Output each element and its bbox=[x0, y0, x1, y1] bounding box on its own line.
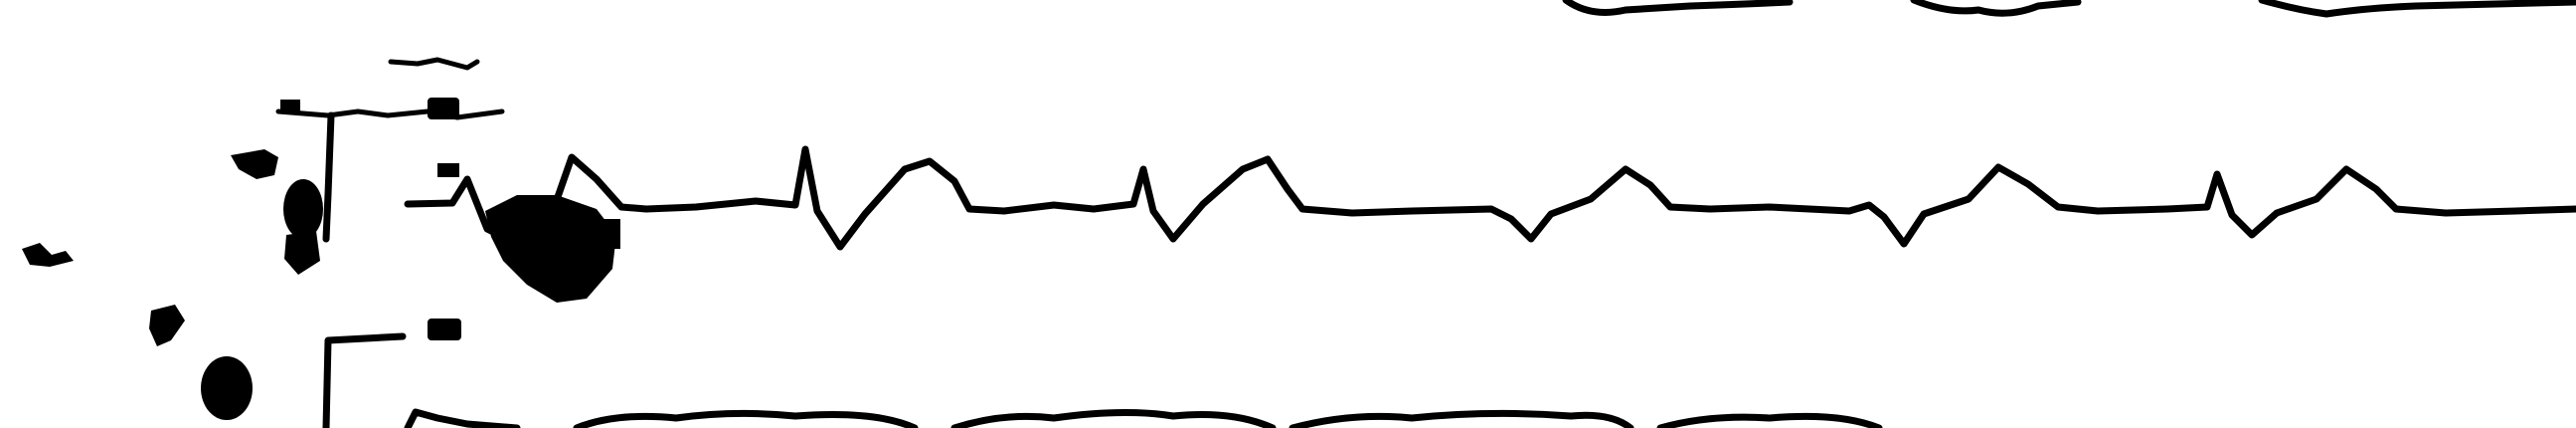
ecg-trace-bottom bbox=[404, 408, 1883, 428]
artifact-cluster-middle bbox=[437, 163, 620, 303]
calibration-marks-top bbox=[275, 57, 505, 243]
ecg-trace-top bbox=[1562, 0, 2576, 18]
artifact-marks-left bbox=[22, 149, 323, 275]
ecg-trace-middle bbox=[404, 145, 2576, 251]
calibration-marks-bottom bbox=[149, 305, 461, 428]
